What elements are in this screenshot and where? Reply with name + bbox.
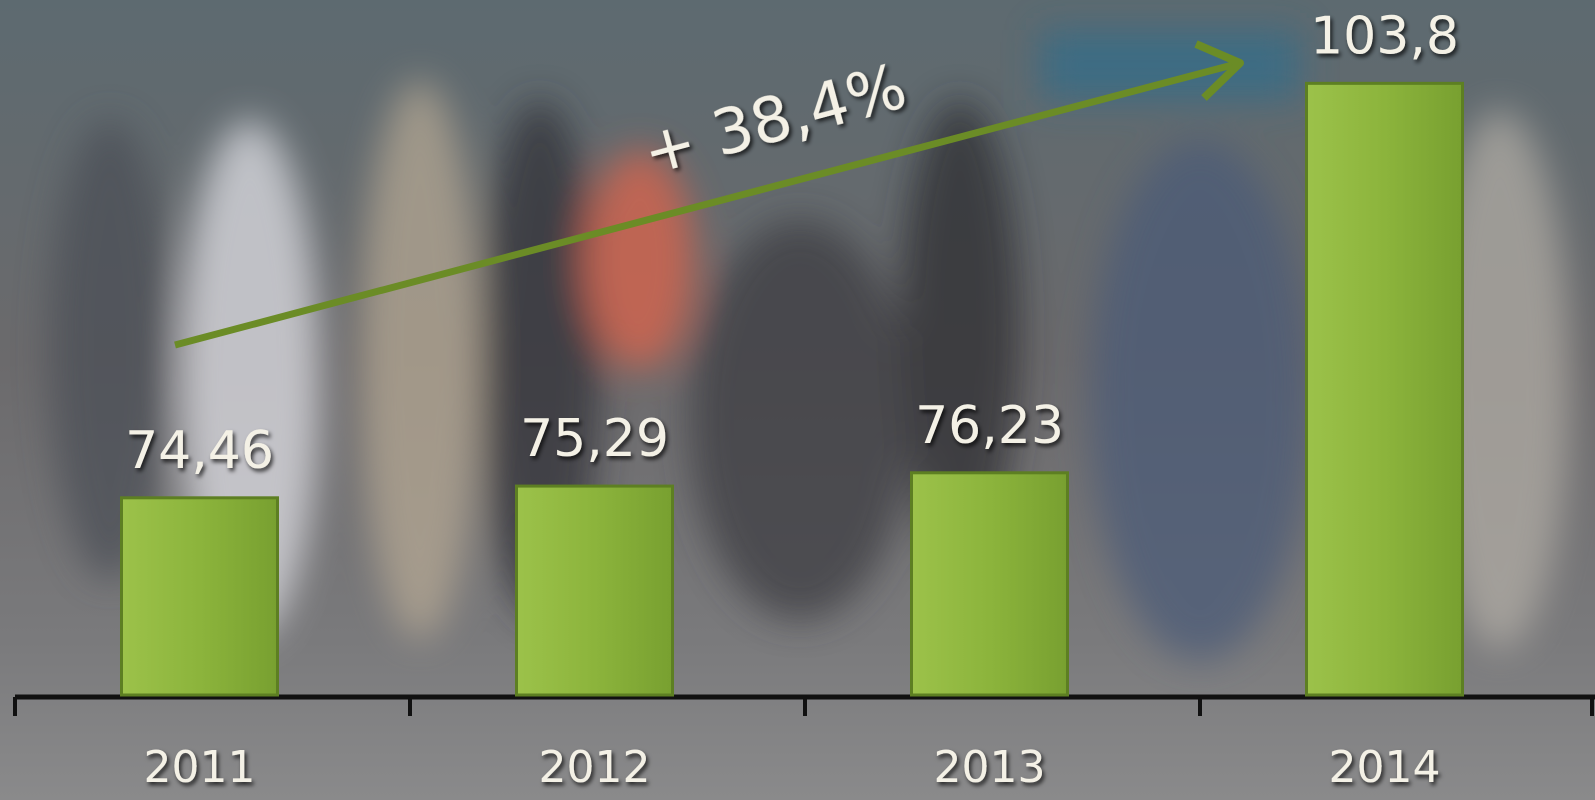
page: {"chart_data": {"type": "bar", "categori… — [0, 0, 1595, 800]
value-label: 75,29 — [520, 409, 669, 469]
chart: + 38,4% 201174,46201275,29201376,2320141… — [0, 0, 1595, 800]
value-label: 74,46 — [125, 421, 274, 481]
bar — [517, 486, 673, 695]
x-tick-label: 2013 — [934, 742, 1046, 793]
value-label: 103,8 — [1310, 6, 1459, 66]
bar — [122, 498, 278, 695]
bar — [912, 473, 1068, 695]
value-label: 76,23 — [915, 396, 1064, 456]
x-tick-label: 2012 — [539, 742, 651, 793]
x-tick-label: 2011 — [144, 742, 256, 793]
x-tick-label: 2014 — [1329, 742, 1441, 793]
bar — [1307, 83, 1463, 695]
